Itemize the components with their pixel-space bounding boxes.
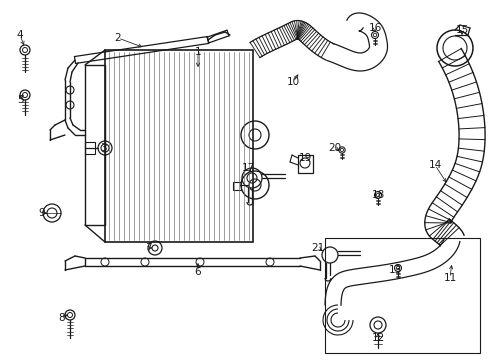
- Text: 7: 7: [144, 243, 151, 253]
- Text: 1: 1: [194, 47, 201, 57]
- Text: 5: 5: [17, 95, 23, 105]
- Text: 18: 18: [370, 190, 384, 200]
- Text: 17: 17: [241, 163, 254, 173]
- Text: 15: 15: [454, 25, 468, 35]
- Text: 21: 21: [311, 243, 324, 253]
- Text: 2: 2: [115, 33, 121, 43]
- Text: 20: 20: [328, 143, 341, 153]
- Text: 16: 16: [367, 23, 381, 33]
- Text: 3: 3: [100, 143, 106, 153]
- Text: 19: 19: [298, 153, 311, 163]
- Text: 13: 13: [387, 265, 401, 275]
- Text: 10: 10: [286, 77, 299, 87]
- Text: 11: 11: [443, 273, 456, 283]
- Text: 4: 4: [17, 30, 23, 40]
- Bar: [105, 50, 252, 242]
- Bar: [297, 155, 312, 173]
- Bar: [232, 182, 241, 190]
- Text: 6: 6: [194, 267, 201, 277]
- Text: 14: 14: [427, 160, 441, 170]
- Bar: [325, 238, 479, 353]
- Text: 9: 9: [39, 208, 45, 218]
- Bar: [85, 142, 95, 154]
- Text: 12: 12: [370, 333, 384, 343]
- Text: 8: 8: [59, 313, 65, 323]
- Bar: [85, 65, 105, 225]
